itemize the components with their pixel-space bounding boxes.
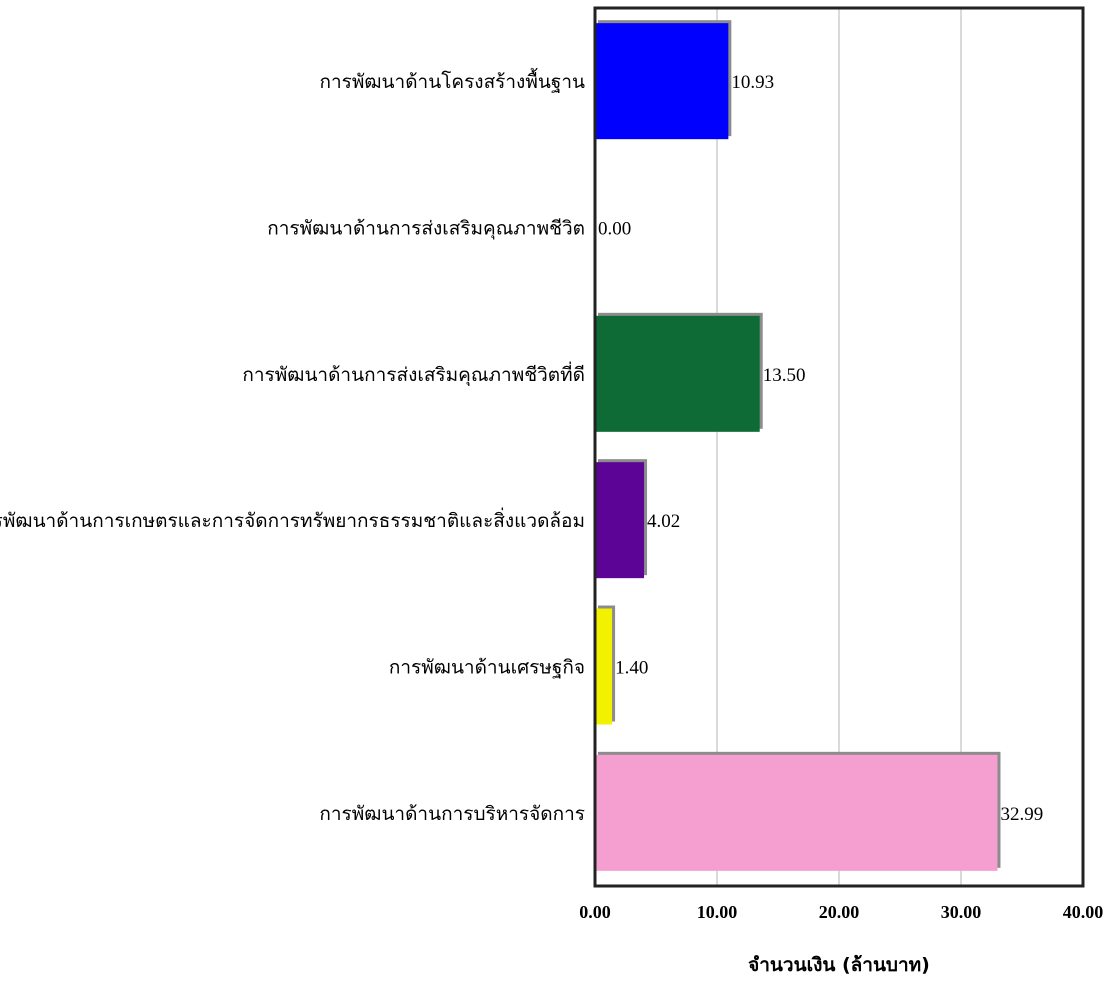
x-tick-label: 10.00 [697, 902, 738, 922]
value-labels: 10.93 0.00 13.50 4.02 1.40 32.99 [598, 72, 1043, 825]
category-label: การพัฒนาด้านเศรษฐกิจ [389, 657, 585, 679]
category-label: การพัฒนาด้านการบริหารจัดการ [319, 803, 585, 825]
category-labels: การพัฒนาด้านโครงสร้างพื้นฐานการพัฒนาด้าน… [0, 68, 585, 825]
value-label: 13.50 [763, 365, 806, 386]
value-label: 4.02 [647, 511, 680, 532]
bar [595, 754, 998, 871]
value-label: 0.00 [598, 219, 631, 240]
bar [595, 462, 645, 579]
category-label: การพัฒนาด้านการส่งเสริมคุณภาพชีวิต [267, 218, 585, 241]
bar [595, 23, 729, 140]
category-label: การพัฒนาด้านการเกษตรและการจัดการทรัพยากร… [0, 507, 585, 532]
bar [595, 315, 760, 432]
value-label: 10.93 [731, 72, 774, 93]
x-axis-title: จำนวนเงิน (ล้านบาท) [748, 954, 930, 976]
category-label: การพัฒนาด้านโครงสร้างพื้นฐาน [319, 68, 585, 93]
value-label: 1.40 [615, 658, 648, 679]
x-tick-label: 0.00 [579, 902, 611, 922]
plot-frame [593, 6, 1085, 888]
bars [595, 20, 1001, 871]
x-tick-label: 20.00 [819, 902, 860, 922]
x-tick-label: 30.00 [941, 902, 982, 922]
x-tick-label: 40.00 [1063, 902, 1104, 922]
bar [595, 608, 613, 725]
gridlines [716, 8, 962, 886]
x-axis-tick-labels: 0.00 10.00 20.00 30.00 40.00 [579, 902, 1103, 922]
value-label: 32.99 [1000, 804, 1043, 825]
category-label: การพัฒนาด้านการส่งเสริมคุณภาพชีวิตที่ดี [242, 361, 585, 387]
